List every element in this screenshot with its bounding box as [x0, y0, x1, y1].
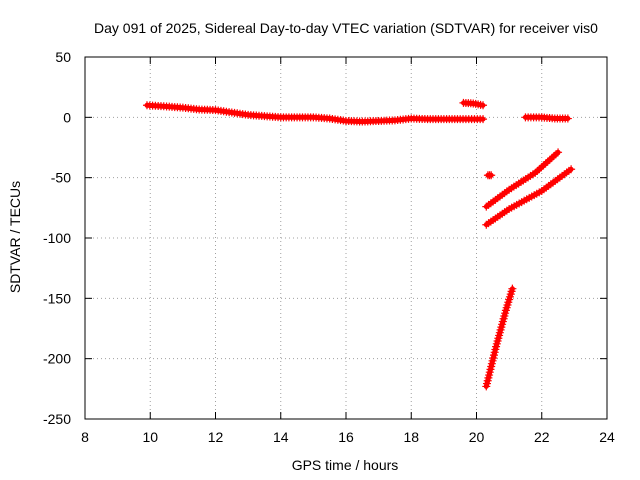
y-axis-label: SDTVAR / TECUs	[7, 181, 23, 293]
x-tick-label: 24	[599, 429, 615, 445]
data-series	[459, 98, 488, 110]
data-series	[482, 284, 517, 391]
data-point	[479, 101, 488, 110]
grid-lines	[85, 57, 607, 419]
y-tick-label: -150	[43, 290, 71, 306]
data-series	[521, 113, 572, 123]
x-tick-label: 8	[81, 429, 89, 445]
y-tick-label: -250	[43, 411, 71, 427]
x-tick-label: 20	[469, 429, 485, 445]
data-series	[482, 148, 563, 211]
y-tick-label: -200	[43, 351, 71, 367]
y-tick-label: -100	[43, 230, 71, 246]
data-point	[487, 171, 496, 180]
axis-ticks: 8 10 12 14 16 18 20 22 24 -250 -200 -150 -100 -50 0 50	[43, 49, 615, 445]
x-tick-label: 22	[534, 429, 550, 445]
x-tick-label: 10	[142, 429, 158, 445]
y-tick-label: 50	[55, 49, 71, 65]
data-point	[567, 165, 576, 174]
x-axis-label: GPS time / hours	[292, 457, 399, 473]
x-tick-label: 16	[338, 429, 354, 445]
data-series	[142, 101, 488, 126]
x-tick-label: 18	[403, 429, 419, 445]
data-point	[563, 114, 572, 123]
chart-title: Day 091 of 2025, Sidereal Day-to-day VTE…	[94, 20, 598, 36]
data-point	[479, 115, 488, 124]
y-tick-label: 0	[63, 109, 71, 125]
data-series	[483, 171, 496, 180]
y-tick-label: -50	[51, 170, 71, 186]
data-point	[554, 148, 563, 157]
x-tick-label: 12	[208, 429, 224, 445]
data-series	[482, 165, 576, 229]
x-tick-label: 14	[273, 429, 289, 445]
data-points	[142, 98, 576, 391]
data-point	[508, 284, 517, 293]
